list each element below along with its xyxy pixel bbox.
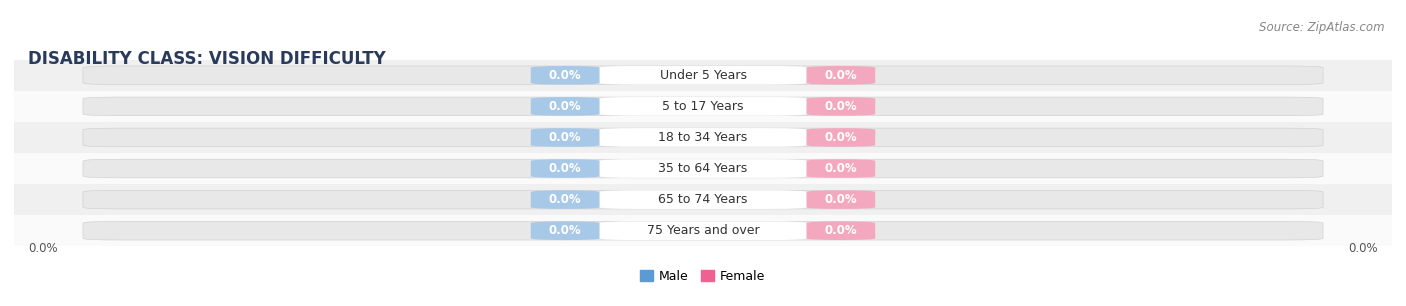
Text: Source: ZipAtlas.com: Source: ZipAtlas.com (1260, 21, 1385, 34)
Bar (14, 60, 1392, 91)
Text: 5 to 17 Years: 5 to 17 Years (662, 100, 744, 113)
Text: 0.0%: 0.0% (824, 193, 858, 206)
Bar (14, 91, 1392, 122)
FancyBboxPatch shape (531, 190, 599, 209)
Text: 0.0%: 0.0% (824, 69, 858, 82)
FancyBboxPatch shape (83, 97, 1323, 116)
Text: 0.0%: 0.0% (548, 100, 582, 113)
FancyBboxPatch shape (807, 159, 875, 178)
Text: Under 5 Years: Under 5 Years (659, 69, 747, 82)
Text: 0.0%: 0.0% (548, 193, 582, 206)
Bar (14, 122, 1392, 153)
Text: 0.0%: 0.0% (548, 131, 582, 144)
Text: DISABILITY CLASS: VISION DIFFICULTY: DISABILITY CLASS: VISION DIFFICULTY (28, 50, 385, 68)
FancyBboxPatch shape (531, 97, 599, 116)
FancyBboxPatch shape (599, 66, 807, 85)
Text: 0.0%: 0.0% (28, 242, 58, 255)
FancyBboxPatch shape (599, 128, 807, 147)
FancyBboxPatch shape (83, 221, 1323, 240)
Text: 75 Years and over: 75 Years and over (647, 224, 759, 237)
FancyBboxPatch shape (599, 159, 807, 178)
FancyBboxPatch shape (83, 159, 1323, 178)
FancyBboxPatch shape (807, 221, 875, 240)
FancyBboxPatch shape (807, 97, 875, 116)
Text: 0.0%: 0.0% (1348, 242, 1378, 255)
Text: 0.0%: 0.0% (824, 131, 858, 144)
Text: 65 to 74 Years: 65 to 74 Years (658, 193, 748, 206)
FancyBboxPatch shape (599, 221, 807, 240)
FancyBboxPatch shape (807, 66, 875, 85)
Bar (14, 184, 1392, 215)
FancyBboxPatch shape (599, 97, 807, 116)
Text: 18 to 34 Years: 18 to 34 Years (658, 131, 748, 144)
FancyBboxPatch shape (83, 128, 1323, 147)
FancyBboxPatch shape (807, 128, 875, 147)
Text: 0.0%: 0.0% (548, 224, 582, 237)
FancyBboxPatch shape (531, 66, 599, 85)
Text: 0.0%: 0.0% (824, 162, 858, 175)
Text: 0.0%: 0.0% (824, 100, 858, 113)
FancyBboxPatch shape (531, 159, 599, 178)
FancyBboxPatch shape (807, 190, 875, 209)
FancyBboxPatch shape (83, 190, 1323, 209)
Text: 0.0%: 0.0% (548, 69, 582, 82)
FancyBboxPatch shape (599, 190, 807, 209)
FancyBboxPatch shape (531, 221, 599, 240)
FancyBboxPatch shape (531, 128, 599, 147)
Text: 35 to 64 Years: 35 to 64 Years (658, 162, 748, 175)
Bar (14, 153, 1392, 184)
Bar (14, 215, 1392, 246)
FancyBboxPatch shape (83, 66, 1323, 85)
Text: 0.0%: 0.0% (548, 162, 582, 175)
Legend: Male, Female: Male, Female (636, 265, 770, 288)
Text: 0.0%: 0.0% (824, 224, 858, 237)
